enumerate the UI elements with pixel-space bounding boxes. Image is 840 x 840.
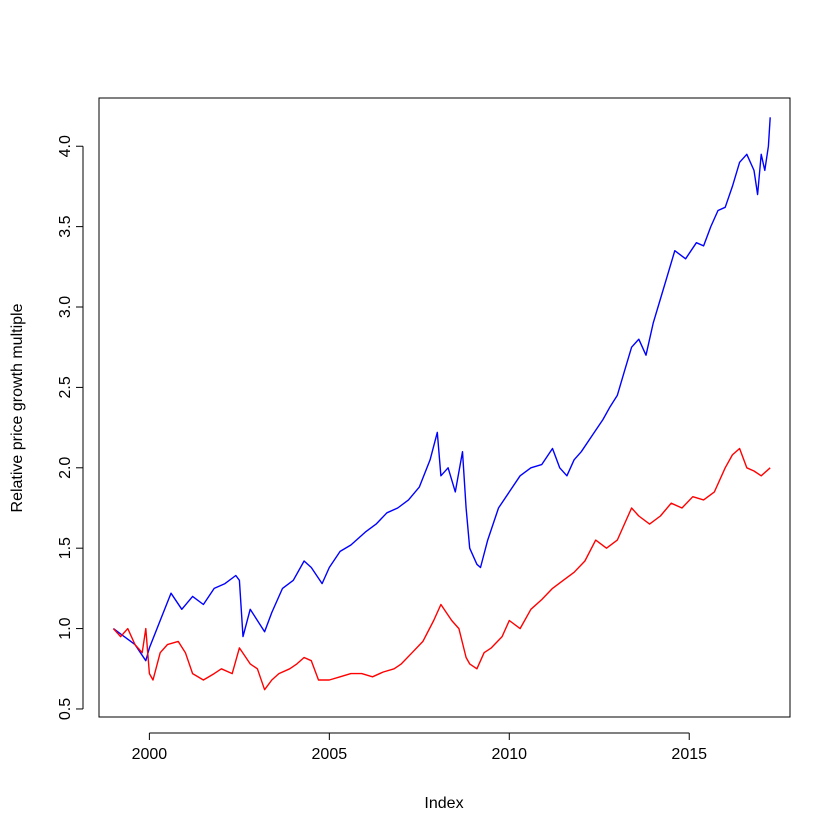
x-tick-label: 2000	[132, 746, 168, 763]
x-tick-label: 2015	[671, 746, 707, 763]
y-tick-label: 3.5	[57, 215, 74, 237]
y-axis: 0.5 1.0 1.5 2.0 2.5 3.0 3.5 4.0	[57, 135, 84, 720]
y-tick-label: 4.0	[57, 135, 74, 157]
y-tick-label: 3.0	[57, 296, 74, 318]
x-tick-label: 2005	[312, 746, 348, 763]
y-tick-label: 1.5	[57, 537, 74, 559]
y-tick-label: 0.5	[57, 698, 74, 720]
x-tick-label: 2010	[491, 746, 527, 763]
series-layer	[112, 117, 771, 691]
y-tick-label: 2.5	[57, 376, 74, 398]
y-tick-label: 1.0	[57, 617, 74, 639]
y-axis-title: Relative price growth multiple	[9, 303, 26, 512]
series-line-2	[112, 447, 771, 691]
plot-frame	[98, 97, 791, 718]
x-axis: 2000 2005 2010 2015	[132, 732, 707, 763]
series-line-1	[112, 117, 771, 662]
y-tick-label: 2.0	[57, 457, 74, 479]
x-axis-title: Index	[424, 795, 463, 812]
